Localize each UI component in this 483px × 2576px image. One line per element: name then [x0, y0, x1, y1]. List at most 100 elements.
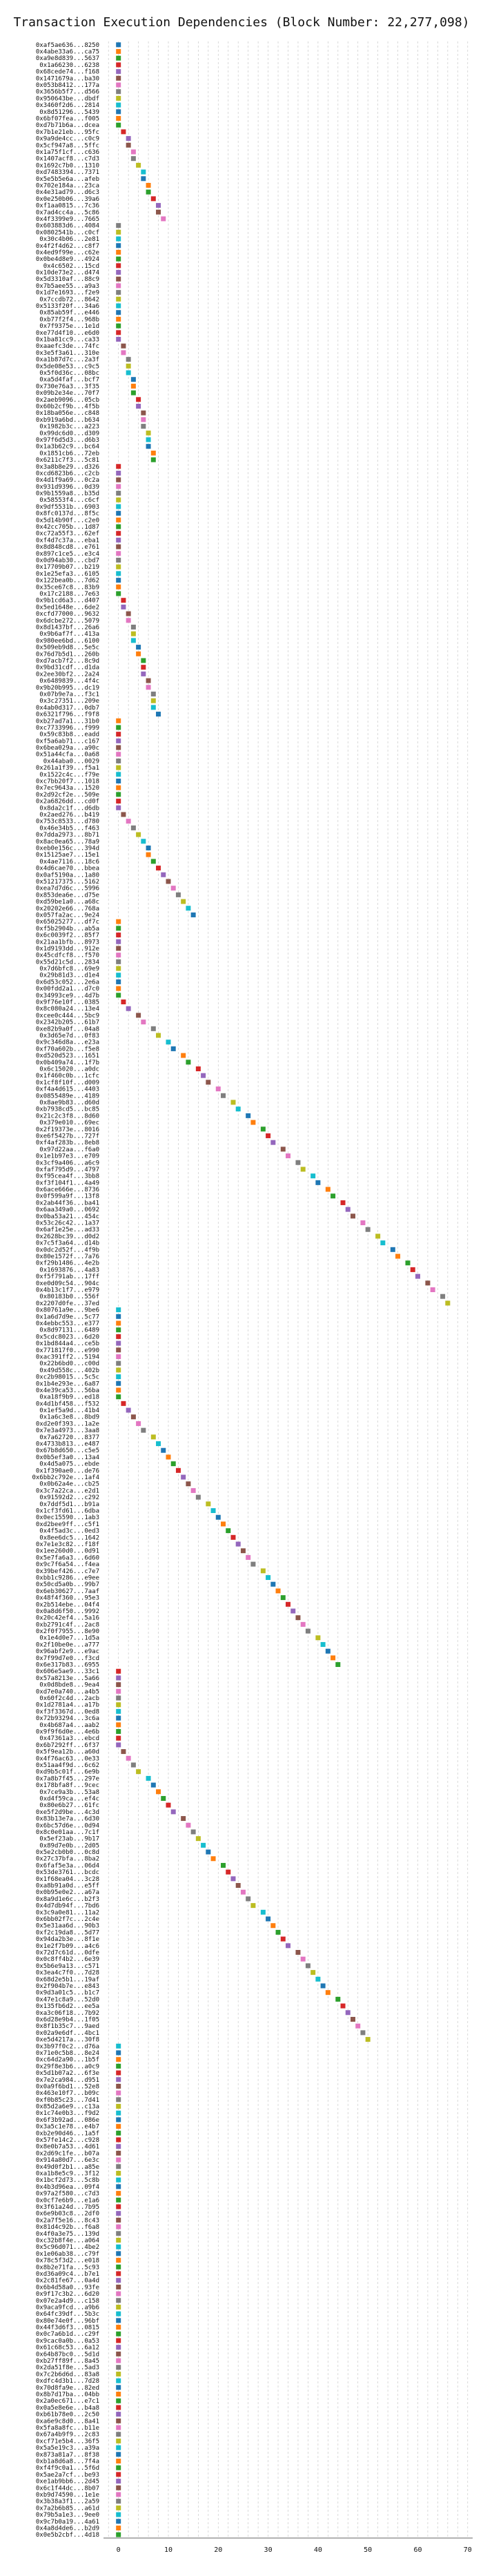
- y-tick-label: 0x2628bc39...d0d2: [36, 1233, 99, 1240]
- y-tick-label: 0x5c96d071...4be2: [36, 2244, 99, 2251]
- y-tick-label: 0x3ea4c7f0...7d28: [36, 1970, 99, 1977]
- data-point: [266, 1916, 271, 1922]
- data-point: [116, 2104, 121, 2109]
- y-tick-label: 0x22b6bd0...c00d: [39, 1360, 99, 1367]
- y-tick-label: 0x4abe33a6...ca75: [36, 49, 99, 56]
- y-tick-label: 0x68d2e5b1...19af: [36, 1976, 99, 1983]
- y-tick-label: 0x42cc705b...1d87: [36, 524, 99, 531]
- data-point: [116, 1380, 121, 1386]
- data-point: [250, 1561, 256, 1567]
- data-point: [116, 591, 121, 596]
- y-tick-label: 0x29b81d3...d1e4: [39, 973, 99, 979]
- y-tick-label: 0x4f3399e9...7665: [36, 216, 99, 223]
- y-tick-label: 0x178bfa8f...9cec: [36, 1782, 99, 1789]
- y-tick-label: 0xd520d523...1651: [36, 1053, 99, 1060]
- data-point: [270, 1140, 276, 1145]
- y-tick-label: 0xc7bb20f7...1018: [36, 779, 99, 786]
- data-point: [116, 337, 121, 342]
- y-tick-label: 0x07e2a4d9...c158: [36, 2298, 99, 2305]
- data-point: [121, 343, 126, 349]
- data-point: [161, 1795, 166, 1801]
- y-tick-label: 0x34993ce9...4d7b: [36, 993, 99, 999]
- data-point: [116, 2271, 121, 2276]
- data-point: [146, 437, 151, 442]
- data-point: [116, 2492, 121, 2497]
- y-tick-label: 0x07b9e7a...f3c1: [39, 691, 99, 698]
- data-point: [240, 1889, 246, 1895]
- y-tick-label: 0xd36a09c4...b7e1: [36, 2271, 99, 2278]
- y-tick-label: 0x5f9ea12b...a60d: [36, 1749, 99, 1756]
- data-point: [246, 1554, 251, 1560]
- data-point: [116, 2525, 121, 2530]
- y-tick-label: 0x853dea6e...d75e: [36, 892, 99, 899]
- data-point: [136, 1013, 141, 1018]
- data-point: [116, 1695, 121, 1701]
- y-tick-label: 0x1407acf8...c7d3: [36, 156, 99, 163]
- y-tick-label: 0x1a66230...6238: [39, 62, 99, 69]
- data-point: [156, 209, 161, 215]
- data-point: [116, 1334, 121, 1339]
- data-point: [260, 1568, 266, 1574]
- data-point: [116, 2177, 121, 2183]
- y-tick-label: 0x7a2b6b85...a61d: [36, 2505, 99, 2512]
- y-tick-label: 0x7ad4cc4a...5c86: [36, 209, 99, 216]
- data-point: [350, 1213, 355, 1219]
- y-tick-label: 0xb2e90d46...1a5f: [36, 2130, 99, 2137]
- y-tick-label: 0x6faf5e3a...06d4: [36, 1862, 99, 1869]
- y-tick-label: 0x7a62720...8377: [39, 1434, 99, 1441]
- data-point: [116, 2371, 121, 2377]
- data-point: [345, 2010, 351, 2016]
- data-point: [116, 1742, 121, 1748]
- y-tick-label: 0x8ee6dc5...1642: [39, 1534, 99, 1541]
- data-point: [221, 1862, 226, 1868]
- y-tick-label: 0xdfc4d3b1...7d28: [36, 2378, 99, 2385]
- y-tick-label: 0x80e6b27...61fc: [39, 1802, 99, 1809]
- data-point: [121, 604, 126, 609]
- data-point: [116, 2512, 121, 2517]
- y-tick-label: 0x58553f4...c6cf: [39, 497, 99, 504]
- data-point: [126, 136, 131, 142]
- data-point: [170, 1046, 176, 1051]
- y-tick-label: 0x1d9193dd...912e: [36, 946, 99, 953]
- y-tick-label: 0x6d53c052...2e6a: [36, 979, 99, 986]
- data-point: [166, 1040, 171, 1045]
- y-tick-label: 0x09b2e34e...70f7: [36, 390, 99, 397]
- data-point: [116, 2237, 121, 2243]
- y-tick-label: 0x7a8b7f45...297e: [36, 1775, 99, 1782]
- data-point: [121, 598, 126, 603]
- y-tick-label: 0x3c9a0e81...11a2: [36, 1909, 99, 1916]
- y-tick-label: 0xe6f5427b...727f: [36, 1133, 99, 1140]
- y-tick-label: 0xc32b8f4e...a064: [36, 2237, 99, 2244]
- y-tick-label: 0x47361a3...ebcd: [39, 1735, 99, 1742]
- y-tick-label: 0xaf5ae636...8250: [36, 42, 99, 49]
- data-point: [141, 176, 146, 182]
- data-point: [181, 1816, 186, 1822]
- y-tick-label: 0x0dc2d52f...4f9b: [36, 1247, 99, 1253]
- data-point: [116, 102, 121, 108]
- data-point: [116, 2532, 121, 2537]
- y-tick-label: 0x1ba81cc9...ca33: [36, 337, 99, 344]
- data-point: [116, 109, 121, 115]
- data-point: [246, 1113, 251, 1118]
- y-tick-label: 0x97d22aa...f6a0: [39, 1146, 99, 1153]
- y-tick-label: 0x873a81a7...8f38: [36, 2452, 99, 2459]
- y-tick-label: 0xd7483394...7371: [36, 169, 99, 176]
- data-point: [116, 2345, 121, 2350]
- x-tick-label: 10: [164, 2546, 172, 2554]
- y-tick-label: 0x83b13e7a...6d30: [36, 1816, 99, 1823]
- data-point: [116, 2519, 121, 2524]
- data-point: [116, 2445, 121, 2450]
- data-point: [116, 2418, 121, 2423]
- y-tick-label: 0x6bf07fea...f005: [36, 116, 99, 123]
- y-tick-label: 0x4ed9f99e...c62e: [36, 249, 99, 256]
- data-point: [116, 2298, 121, 2303]
- data-point: [116, 2184, 121, 2189]
- y-tick-label: 0x771817f0...e990: [36, 1347, 99, 1354]
- y-tick-label: 0x6ace666e...8736: [36, 1187, 99, 1193]
- y-tick-label: 0x0a8d6f50...9992: [36, 1608, 99, 1615]
- y-tick-label: 0x61c68c53...6a12: [36, 2345, 99, 2352]
- y-tick-label: 0xf5f791ab...17ff: [36, 1274, 99, 1280]
- y-tick-label: 0x3d65e7d...0f83: [39, 1033, 99, 1040]
- y-tick-label: 0x2f10be0e...a777: [36, 1641, 99, 1648]
- y-tick-label: 0xb2791c4f...2ac8: [36, 1621, 99, 1628]
